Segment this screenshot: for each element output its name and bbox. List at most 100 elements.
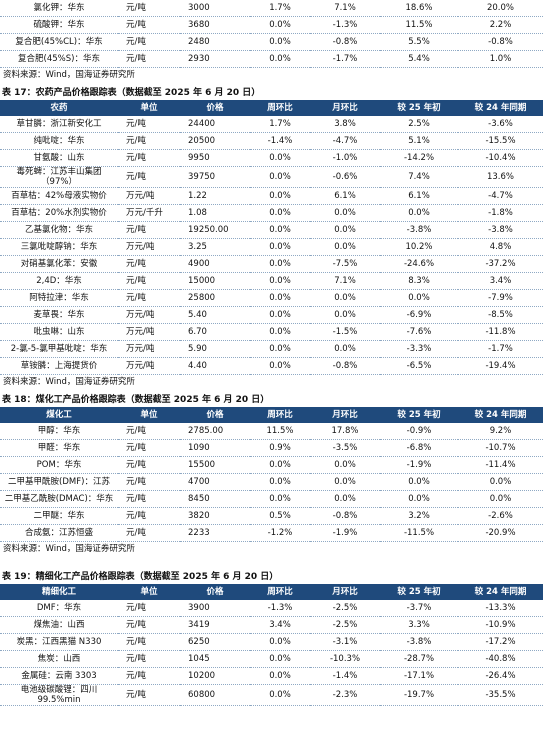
table-title: 表 19：精细化工产品价格跟踪表（数据截至 2025 年 6 月 20 日） bbox=[2, 572, 279, 582]
table-cell: 甘氨酸：山东 bbox=[0, 149, 118, 167]
table-cell: 元/吨 bbox=[118, 439, 180, 457]
table-cell: 元/吨 bbox=[118, 633, 180, 651]
table-cell: 2233 bbox=[180, 524, 250, 542]
table-cell: 元/吨 bbox=[118, 149, 180, 167]
table-cell: -0.8% bbox=[310, 507, 380, 525]
table-cell: 0.0% bbox=[250, 323, 310, 341]
table-cell: 0.0% bbox=[310, 340, 380, 358]
table-cell: 24400 bbox=[180, 116, 250, 133]
price-table: 精细化工 单位 价格 周环比 月环比较 25 年初较 24 年同期 DMF：华东 元/吨 39… bbox=[0, 584, 543, 706]
header-cell: 较 25 年初 bbox=[380, 407, 458, 423]
table-cell: -11.5% bbox=[380, 524, 458, 542]
table-cell: -10.3% bbox=[310, 650, 380, 668]
table-cell: 0.0% bbox=[380, 490, 458, 508]
table-row: 煤焦油：山西 元/吨 3419 3.4% -2.5% 3.3% -10.9% bbox=[0, 616, 543, 634]
table-cell: 百草枯：20%水剂实物价 bbox=[0, 204, 118, 222]
table-cell: -17.2% bbox=[458, 633, 543, 651]
table-cell: 15000 bbox=[180, 272, 250, 290]
table-cell: 百草枯：42%母液实物价 bbox=[0, 187, 118, 205]
table-cell: 3.2% bbox=[380, 507, 458, 525]
table-cell: 0.0% bbox=[250, 456, 310, 474]
table-cell: 元/吨 bbox=[118, 616, 180, 634]
table-cell: -15.5% bbox=[458, 132, 543, 150]
table-cell: 1045 bbox=[180, 650, 250, 668]
table-row: 百草枯：20%水剂实物价 万元/千升 1.08 0.0% 0.0% 0.0% -1.8% bbox=[0, 204, 543, 222]
table-cell: 元/吨 bbox=[118, 684, 180, 706]
table-cell: -1.5% bbox=[310, 323, 380, 341]
table-cell: -7.5% bbox=[310, 255, 380, 273]
table-cell: -1.8% bbox=[458, 204, 543, 222]
table-cell: 煤焦油：山西 bbox=[0, 616, 118, 634]
table-row: DMF：华东 元/吨 3900 -1.3% -2.5% -3.7% -13.3% bbox=[0, 600, 543, 617]
table-cell: -0.6% bbox=[310, 166, 380, 188]
header-row: 农药 单位 价格 周环比 月环比较 25 年初较 24 年同期 bbox=[0, 100, 543, 116]
table-cell: 2.2% bbox=[458, 16, 543, 34]
table-row: 电池级碳酸锂：四川 99.5%min 元/吨 60800 0.0% -2.3% -19.7… bbox=[0, 684, 543, 706]
table-cell: 0.0% bbox=[250, 187, 310, 205]
table-cell: 0.0% bbox=[250, 149, 310, 167]
table-row: 二甲醚：华东 元/吨 3820 0.5% -0.8% 3.2% -2.6% bbox=[0, 507, 543, 525]
header-cell: 月环比 bbox=[310, 100, 380, 116]
table-row: 甲醇：华东 元/吨 2785.00 11.5% 17.8% -0.9% 9.2% bbox=[0, 423, 543, 440]
header-row: 精细化工 单位 价格 周环比 月环比较 25 年初较 24 年同期 bbox=[0, 584, 543, 600]
table-cell: 焦炭：山西 bbox=[0, 650, 118, 668]
header-cell: 价格 bbox=[180, 100, 250, 116]
table-cell: 炭黑：江西黑猫 N330 bbox=[0, 633, 118, 651]
table-cell: 3.4% bbox=[250, 616, 310, 634]
header-row: 煤化工 单位 价格 周环比 月环比较 25 年初较 24 年同期 bbox=[0, 407, 543, 423]
table-cell: 5.5% bbox=[380, 33, 458, 51]
table-cell: 4.40 bbox=[180, 357, 250, 375]
header-cell: 月环比 bbox=[310, 407, 380, 423]
table-cell: 0.0% bbox=[250, 684, 310, 706]
table-cell: 6250 bbox=[180, 633, 250, 651]
table-row: 硫酸钾：华东 元/吨 3680 0.0% -1.3% 11.5% 2.2% bbox=[0, 16, 543, 34]
table-cell: 元/吨 bbox=[118, 490, 180, 508]
table-cell: -35.5% bbox=[458, 684, 543, 706]
price-table: 农药 单位 价格 周环比 月环比较 25 年初较 24 年同期 草甘膦：浙江新安化工 元/吨… bbox=[0, 100, 543, 375]
table-cell: 0.0% bbox=[250, 490, 310, 508]
table-cell: -8.5% bbox=[458, 306, 543, 324]
table-cell: 甲醇：华东 bbox=[0, 423, 118, 440]
table-cell: 19250.00 bbox=[180, 221, 250, 239]
table-cell: -1.2% bbox=[250, 524, 310, 542]
table-cell: -14.2% bbox=[380, 149, 458, 167]
table-title: 表 17：农药产品价格跟踪表（数据截至 2025 年 6 月 20 日） bbox=[2, 88, 261, 98]
table-cell: 毒死蜱：江苏丰山集团（97%） bbox=[0, 166, 118, 188]
table-cell: 纯吡啶：华东 bbox=[0, 132, 118, 150]
table-row: 2-氯-5-氯甲基吡啶：华东 万元/吨 5.90 0.0% 0.0% -3.3% -1.7% bbox=[0, 340, 543, 358]
header-cell: 单位 bbox=[118, 407, 180, 423]
table-cell: 10200 bbox=[180, 667, 250, 685]
table-cell: 1.08 bbox=[180, 204, 250, 222]
table-cell: 10.2% bbox=[380, 238, 458, 256]
table-row: 甘氨酸：山东 元/吨 9950 0.0% -1.0% -14.2% -10.4% bbox=[0, 149, 543, 167]
table-row: 二甲基乙酰胺(DMAC)：华东 元/吨 8450 0.0% 0.0% 0.0% 0.0% bbox=[0, 490, 543, 508]
table-cell: 0.0% bbox=[250, 221, 310, 239]
table-cell: 万元/吨 bbox=[118, 238, 180, 256]
table-cell: 元/吨 bbox=[118, 0, 180, 17]
table-cell: -19.7% bbox=[380, 684, 458, 706]
table-cell: -3.1% bbox=[310, 633, 380, 651]
price-table: 氯化钾：华东 元/吨 3000 1.7% 7.1% 18.6% 20.0% 硫酸钾：华东 元/吨… bbox=[0, 0, 543, 68]
table-cell: 7.1% bbox=[310, 0, 380, 17]
table-cell: -1.9% bbox=[310, 524, 380, 542]
table-cell: 4700 bbox=[180, 473, 250, 491]
table-cell: 9.2% bbox=[458, 423, 543, 440]
table-cell: -2.6% bbox=[458, 507, 543, 525]
table-row: 氯化钾：华东 元/吨 3000 1.7% 7.1% 18.6% 20.0% bbox=[0, 0, 543, 17]
table-cell: DMF：华东 bbox=[0, 600, 118, 617]
table-cell: 15500 bbox=[180, 456, 250, 474]
table-row: 2,4D：华东 元/吨 15000 0.0% 7.1% 8.3% 3.4% bbox=[0, 272, 543, 290]
table-row: 百草枯：42%母液实物价 万元/吨 1.22 0.0% 6.1% 6.1% -4.7% bbox=[0, 187, 543, 205]
table-cell: 5.1% bbox=[380, 132, 458, 150]
table-cell: 5.90 bbox=[180, 340, 250, 358]
table-cell: 1.22 bbox=[180, 187, 250, 205]
table-cell: 合成氨：江苏恒盛 bbox=[0, 524, 118, 542]
table-cell: 金属硅：云南 3303 bbox=[0, 667, 118, 685]
table-cell: -2.5% bbox=[310, 616, 380, 634]
table-row: 金属硅：云南 3303 元/吨 10200 0.0% -1.4% -17.1% -26.4% bbox=[0, 667, 543, 685]
table-cell: 6.1% bbox=[380, 187, 458, 205]
table-cell: 元/吨 bbox=[118, 50, 180, 68]
table-cell: 元/吨 bbox=[118, 289, 180, 307]
table-cell: 0.0% bbox=[250, 255, 310, 273]
table-cell: 0.0% bbox=[458, 473, 543, 491]
